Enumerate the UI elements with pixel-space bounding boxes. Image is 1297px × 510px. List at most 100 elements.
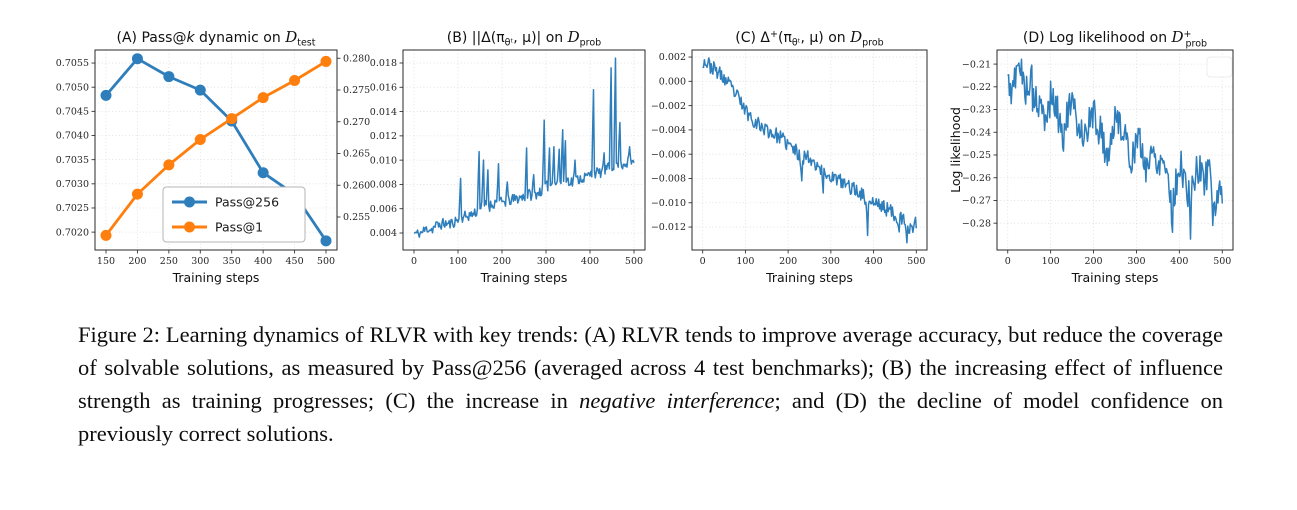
y-tick-label: 0.006 <box>370 204 397 215</box>
marker-Pass@256 <box>320 235 332 247</box>
marker-Pass@1 <box>131 188 143 200</box>
legend-box <box>1206 56 1233 78</box>
x-tick-label: 500 <box>317 256 335 267</box>
series-negative-interference <box>702 57 918 244</box>
legend-marker <box>184 221 195 233</box>
legend-label: Pass@256 <box>215 195 279 210</box>
x-tick-label: 350 <box>223 256 241 267</box>
plot-spines <box>94 49 338 251</box>
y-tick-label: −0.012 <box>651 222 686 233</box>
marker-Pass@256 <box>163 71 175 83</box>
y-tick-label: −0.25 <box>962 150 991 161</box>
x-tick-label: 300 <box>1127 256 1145 267</box>
x-tick-label: 0 <box>700 256 706 267</box>
x-tick-label: 200 <box>1084 256 1102 267</box>
y-tick-label: 0.012 <box>370 131 397 142</box>
marker-Pass@1 <box>257 92 269 104</box>
marker-Pass@1 <box>194 134 206 146</box>
marker-Pass@1 <box>320 55 332 67</box>
chart-B-canvas: 0 100 200 300 400 500 0.004 0.006 0.008 0.010 0.01… <box>370 28 646 285</box>
x-tick-label: 100 <box>1042 256 1060 267</box>
chart-D-canvas: 0 100 200 300 400 500 −0.28 −0.27 −0.26 −0.25 −0.2… <box>948 28 1234 285</box>
y-tick-label: 0.000 <box>659 77 686 88</box>
series-influence-strength <box>414 57 635 238</box>
chart-D-title: (D) Log likelihood on D+ prob <box>1023 28 1207 50</box>
legend-label: Pass@1 <box>215 220 263 235</box>
y-tick-label: 0.7050 <box>56 82 89 93</box>
y-tick-label: −0.21 <box>962 59 991 70</box>
x-tick-label: 200 <box>779 256 797 267</box>
chart-C: 0 100 200 300 400 500 −0.012 −0.010 −0.008 −0.006… <box>648 20 938 290</box>
y-tick-label: 0.7030 <box>56 179 89 190</box>
chart-A-title: (A) Pass@k dynamic on Dtest <box>117 28 316 49</box>
x-tick-label: 300 <box>822 256 840 267</box>
y-tick-label: 0.004 <box>370 228 397 239</box>
y-tick-label: −0.24 <box>962 127 991 138</box>
y-tick-label: −0.004 <box>651 125 686 136</box>
x-tick-label: 500 <box>1213 256 1231 267</box>
y-tick-label: 0.018 <box>370 58 397 69</box>
y2-tick-label: 0.275 <box>343 85 370 96</box>
chart-A-canvas: 150 200 250 300 350 400 450 500 0.7020 0.7025 0.70… <box>56 28 370 285</box>
x-tick-label: 0 <box>1005 256 1011 267</box>
x-tick-label: 400 <box>581 256 599 267</box>
y2-tick-label: 0.270 <box>343 117 370 128</box>
y-tick-label: 0.7040 <box>56 131 89 142</box>
y-tick-label: 0.002 <box>659 52 686 63</box>
y2-tick-label: 0.265 <box>343 149 370 160</box>
chart-A: 150 200 250 300 350 400 450 500 0.7020 0.7025 0.70… <box>52 20 382 290</box>
marker-Pass@1 <box>100 229 112 241</box>
marker-Pass@256 <box>100 89 112 101</box>
x-tick-label: 500 <box>907 256 925 267</box>
chart-C-canvas: 0 100 200 300 400 500 −0.012 −0.010 −0.008 −0.006… <box>651 28 928 285</box>
x-tick-label: 400 <box>865 256 883 267</box>
y-tick-label: 0.010 <box>370 155 397 166</box>
caption-segment: negative interference <box>579 388 775 413</box>
y-tick-label: −0.008 <box>651 174 686 185</box>
figure-caption: Figure 2: Learning dynamics of RLVR with… <box>78 318 1223 450</box>
plot-spines <box>996 49 1234 251</box>
x-tick-label: 0 <box>411 256 417 267</box>
marker-Pass@1 <box>163 159 175 171</box>
x-tick-label: 100 <box>736 256 754 267</box>
series-Pass@1 <box>104 60 327 237</box>
x-tick-label: 450 <box>286 256 304 267</box>
chart-B-title: (B) ||Δ(πθᵗ, μ)| on Dprob <box>447 28 601 49</box>
x-axis-label: Training steps <box>480 270 568 285</box>
x-tick-label: 200 <box>128 256 146 267</box>
marker-Pass@256 <box>194 84 206 96</box>
legend-marker <box>184 196 195 208</box>
x-tick-label: 400 <box>1170 256 1188 267</box>
x-axis-label: Training steps <box>1071 270 1159 285</box>
y-tick-label: 0.7045 <box>56 107 89 118</box>
caption-segment: Figure 2: Learning dynamics of RLVR with… <box>78 322 1223 413</box>
x-tick-label: 150 <box>97 256 115 267</box>
x-tick-label: 400 <box>254 256 272 267</box>
plot-spines <box>691 49 928 251</box>
y-tick-label: 0.008 <box>370 180 397 191</box>
y-tick-label: 0.7035 <box>56 155 89 166</box>
y-tick-label: 0.014 <box>370 107 397 118</box>
y-tick-label: −0.27 <box>962 196 991 207</box>
x-axis-label: Training steps <box>765 270 853 285</box>
marker-Pass@256 <box>257 167 269 179</box>
plot-spines <box>402 49 646 251</box>
y-tick-label: −0.010 <box>651 198 686 209</box>
x-tick-label: 500 <box>625 256 643 267</box>
y2-tick-label: 0.255 <box>343 212 370 223</box>
x-tick-label: 100 <box>449 256 467 267</box>
marker-Pass@1 <box>226 113 238 125</box>
y-axis-label: Log likelihood <box>948 107 963 193</box>
x-tick-label: 300 <box>537 256 555 267</box>
marker-Pass@256 <box>131 53 143 65</box>
series-log-likelihood <box>1007 58 1224 240</box>
y2-tick-label: 0.260 <box>343 180 370 191</box>
y-tick-label: 0.7020 <box>56 227 89 238</box>
x-tick-label: 250 <box>160 256 178 267</box>
x-tick-label: 200 <box>493 256 511 267</box>
y2-tick-label: 0.280 <box>343 53 370 64</box>
y-tick-label: −0.28 <box>962 218 991 229</box>
chart-C-title: (C) Δ+(πθᵗ, μ) on Dprob <box>735 28 883 49</box>
x-axis-label: Training steps <box>172 270 260 285</box>
chart-D: 0 100 200 300 400 500 −0.28 −0.27 −0.26 −0.25 −0.2… <box>946 20 1244 290</box>
